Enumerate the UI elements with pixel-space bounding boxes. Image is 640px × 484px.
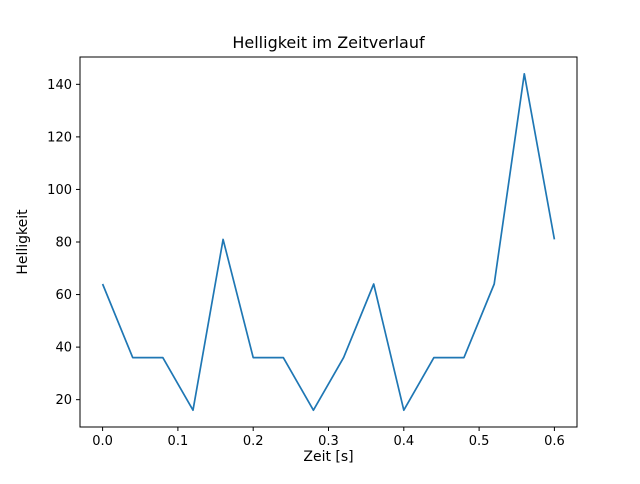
y-tick-label: 120 — [47, 130, 72, 145]
y-axis-label: Helligkeit — [15, 209, 31, 275]
y-tick-label: 100 — [47, 183, 72, 198]
x-tick-label: 0.2 — [243, 434, 264, 449]
x-tick-label: 0.0 — [92, 434, 113, 449]
x-tick-label: 0.6 — [544, 434, 565, 449]
x-tick-label: 0.3 — [318, 434, 339, 449]
y-tick-label: 80 — [55, 236, 72, 251]
y-tick-label: 60 — [55, 288, 72, 303]
y-tick-label: 40 — [55, 341, 72, 356]
y-axis-ticks: 20 40 60 80 100 120 140 — [47, 78, 80, 408]
x-tick-label: 0.1 — [168, 434, 189, 449]
chart-title: Helligkeit im Zeitverlauf — [232, 33, 425, 52]
x-axis-ticks: 0.0 0.1 0.2 0.3 0.4 0.5 0.6 — [92, 427, 565, 449]
axes-frame — [79, 56, 578, 428]
line-series — [101, 72, 556, 412]
x-axis-label: Zeit [s] — [303, 449, 353, 465]
x-tick-label: 0.5 — [469, 434, 490, 449]
x-tick-label: 0.4 — [393, 434, 414, 449]
y-tick-label: 140 — [47, 78, 72, 93]
y-tick-label: 20 — [55, 393, 72, 408]
